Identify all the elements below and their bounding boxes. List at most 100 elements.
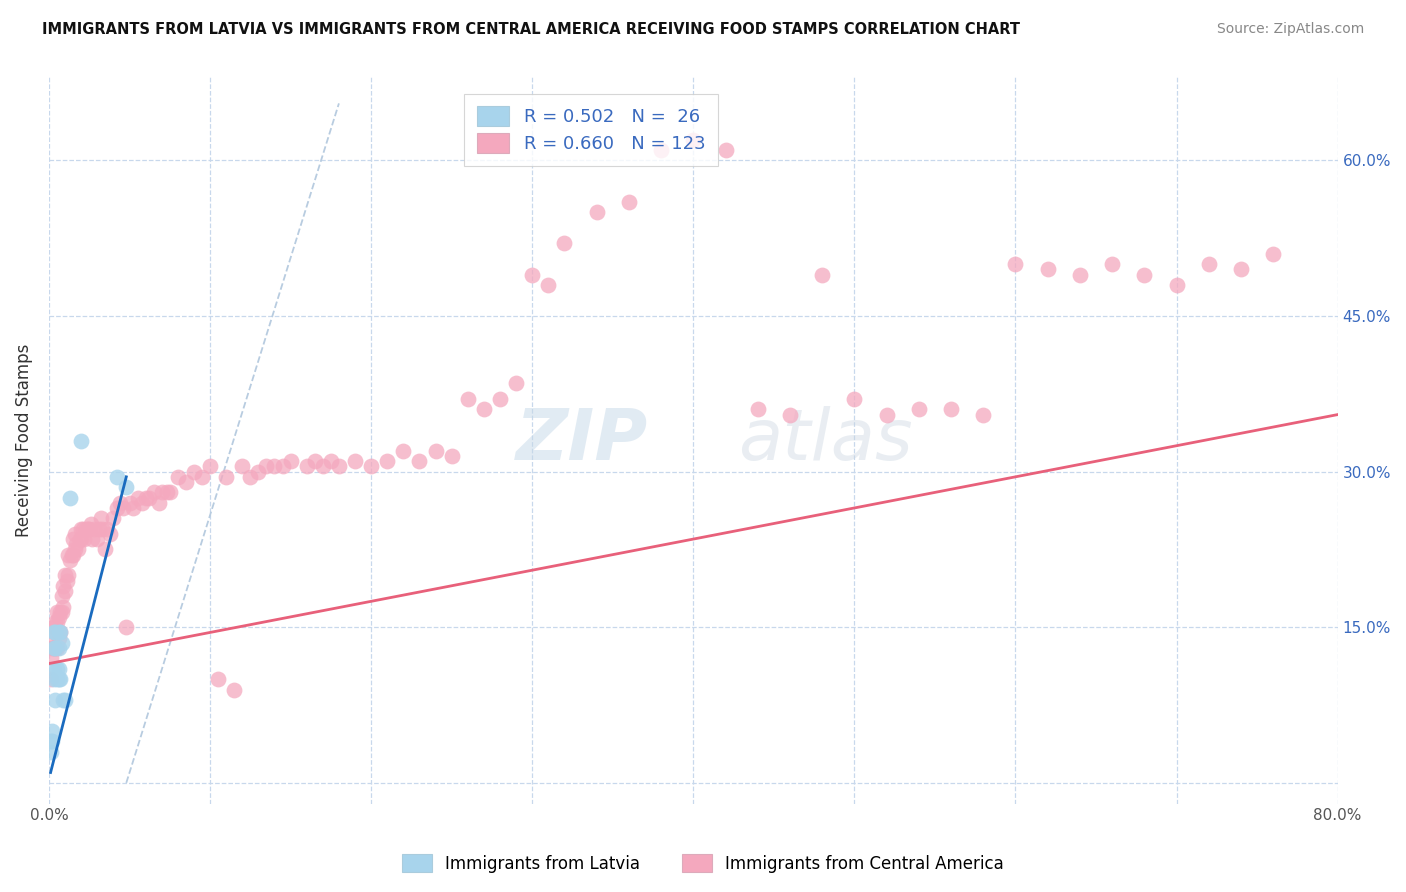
Point — [135, 491, 157, 505]
Point — [39, 745, 62, 759]
Point — [408, 454, 430, 468]
Point — [304, 454, 326, 468]
Point — [44, 615, 66, 629]
Point — [440, 449, 463, 463]
Point — [72, 522, 94, 536]
Point — [457, 392, 479, 406]
Point — [344, 454, 367, 468]
Point — [83, 522, 105, 536]
Point — [505, 376, 527, 391]
Point — [105, 500, 128, 515]
Point — [112, 500, 135, 515]
Point — [159, 485, 181, 500]
Point — [1230, 262, 1253, 277]
Point — [70, 434, 93, 448]
Point — [86, 532, 108, 546]
Point — [91, 522, 114, 536]
Point — [295, 459, 318, 474]
Point — [96, 522, 118, 536]
Point — [247, 465, 270, 479]
Point — [75, 522, 97, 536]
Text: Source: ZipAtlas.com: Source: ZipAtlas.com — [1216, 22, 1364, 37]
Point — [425, 443, 447, 458]
Point — [215, 470, 238, 484]
Point — [811, 268, 834, 282]
Point — [392, 443, 415, 458]
Point — [46, 662, 69, 676]
Point — [89, 511, 111, 525]
Point — [51, 605, 73, 619]
Point — [62, 532, 84, 546]
Point — [59, 553, 82, 567]
Point — [46, 672, 69, 686]
Point — [53, 693, 76, 707]
Point — [58, 568, 80, 582]
Y-axis label: Receiving Food Stamps: Receiving Food Stamps — [15, 343, 32, 537]
Point — [1133, 268, 1156, 282]
Point — [138, 491, 160, 505]
Point — [49, 625, 72, 640]
Point — [166, 470, 188, 484]
Point — [44, 640, 66, 655]
Point — [105, 470, 128, 484]
Point — [150, 485, 173, 500]
Point — [42, 662, 65, 676]
Point — [328, 459, 350, 474]
Point — [131, 496, 153, 510]
Point — [42, 620, 65, 634]
Point — [939, 402, 962, 417]
Point — [63, 542, 86, 557]
Point — [779, 408, 801, 422]
Point — [48, 631, 70, 645]
Point — [42, 672, 65, 686]
Point — [44, 640, 66, 655]
Point — [39, 651, 62, 665]
Point — [46, 640, 69, 655]
Legend: R = 0.502   N =  26, R = 0.660   N = 123: R = 0.502 N = 26, R = 0.660 N = 123 — [464, 94, 718, 166]
Point — [908, 402, 931, 417]
Point — [747, 402, 769, 417]
Point — [41, 640, 63, 655]
Point — [1036, 262, 1059, 277]
Point — [77, 522, 100, 536]
Point — [49, 605, 72, 619]
Point — [1198, 257, 1220, 271]
Point — [42, 625, 65, 640]
Point — [60, 548, 83, 562]
Point — [280, 454, 302, 468]
Point — [46, 625, 69, 640]
Point — [585, 205, 607, 219]
Point — [1004, 257, 1026, 271]
Point — [49, 672, 72, 686]
Point — [650, 143, 672, 157]
Point — [231, 459, 253, 474]
Legend: Immigrants from Latvia, Immigrants from Central America: Immigrants from Latvia, Immigrants from … — [395, 847, 1011, 880]
Point — [1166, 277, 1188, 292]
Point — [76, 522, 98, 536]
Point — [94, 542, 117, 557]
Point — [224, 682, 246, 697]
Point — [121, 500, 143, 515]
Point — [489, 392, 512, 406]
Point — [73, 532, 96, 546]
Point — [70, 532, 93, 546]
Point — [1069, 268, 1091, 282]
Point — [44, 625, 66, 640]
Point — [65, 537, 87, 551]
Point — [59, 491, 82, 505]
Point — [52, 599, 75, 614]
Point — [617, 194, 640, 209]
Point — [62, 548, 84, 562]
Point — [42, 640, 65, 655]
Point — [271, 459, 294, 474]
Point — [115, 620, 138, 634]
Point — [48, 640, 70, 655]
Point — [42, 640, 65, 655]
Point — [319, 454, 342, 468]
Point — [127, 491, 149, 505]
Point — [108, 496, 131, 510]
Point — [375, 454, 398, 468]
Point — [714, 143, 737, 157]
Point — [118, 496, 141, 510]
Point — [155, 485, 177, 500]
